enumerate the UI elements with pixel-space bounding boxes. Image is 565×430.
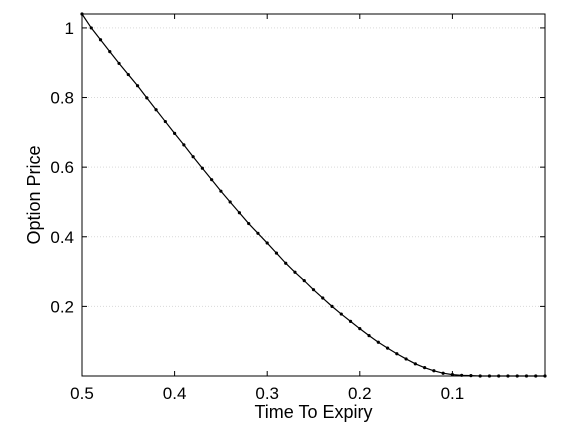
series-point [80, 12, 84, 16]
series-point [237, 211, 242, 215]
series-point [515, 374, 519, 378]
series-point [274, 251, 279, 255]
series-point [487, 374, 492, 378]
series-point [108, 49, 112, 54]
series-point [404, 357, 408, 361]
series-point [173, 131, 177, 135]
series-point [423, 366, 427, 370]
series-point [376, 340, 380, 344]
series-point [469, 374, 473, 378]
plot-area-frame [81, 13, 546, 377]
series-point [358, 327, 362, 331]
series-point [534, 374, 538, 378]
series-point [247, 221, 251, 226]
series-point [524, 374, 529, 378]
x-tick-label: 0.4 [163, 384, 187, 403]
x-tick-label: 0.2 [348, 384, 372, 403]
y-axis-ticks: 0.2 0.4 0.6 0.8 1 [50, 19, 545, 316]
series-point [163, 119, 167, 124]
y-axis-title: Option Price [24, 145, 44, 244]
series-point [200, 166, 204, 170]
series-point [367, 334, 371, 338]
series-markers [80, 12, 547, 378]
series-point [219, 189, 223, 193]
series-point [135, 84, 140, 88]
x-axis-ticks: 0.5 0.4 0.3 0.2 0.1 [70, 14, 464, 403]
series-point [284, 261, 288, 265]
series-point [154, 108, 158, 112]
series-point [265, 241, 269, 245]
x-tick-label: 0.1 [441, 384, 465, 403]
series-point [191, 155, 195, 159]
series-point [89, 26, 93, 30]
series-point [413, 362, 417, 366]
y-tick-label: 0.8 [50, 89, 74, 108]
series-point [182, 143, 186, 147]
series-point [506, 374, 510, 378]
series-point [145, 96, 149, 100]
series-point [330, 304, 334, 308]
gridlines [82, 27, 545, 307]
series-point [117, 61, 121, 66]
series-point [302, 279, 306, 283]
series-point [543, 374, 547, 378]
series-line [81, 13, 545, 377]
series-point [256, 231, 260, 235]
series-point [98, 38, 103, 42]
x-tick-label: 0.3 [255, 384, 279, 403]
series-point [228, 200, 232, 204]
series-point [210, 178, 214, 182]
x-tick-label: 0.5 [70, 384, 94, 403]
series-point [293, 270, 297, 274]
y-tick-label: 1 [65, 19, 74, 38]
y-tick-label: 0.6 [50, 158, 74, 177]
y-tick-label: 0.4 [50, 228, 74, 247]
series-point [478, 374, 482, 378]
series-point [321, 296, 325, 300]
series-point [497, 374, 501, 378]
series-point [450, 373, 454, 377]
series-point [348, 319, 353, 323]
x-axis-title: Time To Expiry [254, 402, 372, 422]
series-point [339, 312, 343, 316]
series-point [460, 373, 464, 377]
series-point [432, 369, 436, 373]
series-point [395, 352, 399, 356]
series-point [385, 346, 390, 350]
series-point [311, 288, 316, 292]
y-tick-label: 0.2 [50, 297, 74, 316]
series-point [126, 72, 130, 77]
series-point [441, 371, 445, 375]
